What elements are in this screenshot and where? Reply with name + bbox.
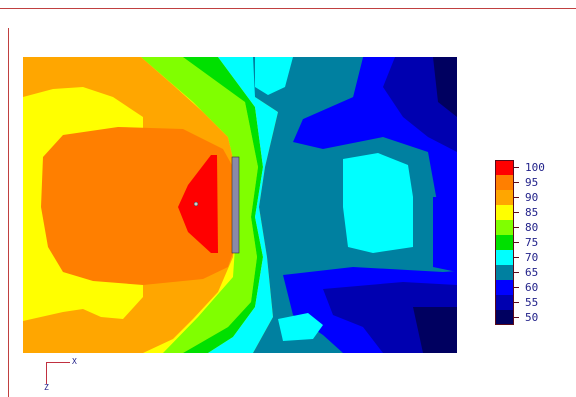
x-axis-line xyxy=(46,362,70,363)
legend-label: 70 xyxy=(525,251,539,264)
x-axis-label: X xyxy=(72,357,77,366)
legend-swatch-95 xyxy=(495,175,514,190)
axis-triad: X Z xyxy=(40,352,80,392)
legend-tick xyxy=(514,242,519,243)
legend-frame xyxy=(495,160,514,325)
legend-tick xyxy=(514,317,519,318)
legend-swatch-50 xyxy=(495,310,514,325)
legend-tick xyxy=(514,227,519,228)
color-legend: 100 95 90 85 80 75 70 65 60 55 50 xyxy=(495,160,555,330)
top-rule xyxy=(0,8,576,9)
legend-swatch-75 xyxy=(495,235,514,250)
legend-swatch-100 xyxy=(495,160,514,175)
legend-label: 75 xyxy=(525,236,539,249)
band-80 xyxy=(141,57,258,353)
legend-swatch-65 xyxy=(495,265,514,280)
legend-swatch-60 xyxy=(495,280,514,295)
legend-swatch-80 xyxy=(495,220,514,235)
band-50-top xyxy=(433,57,457,117)
legend-swatch-55 xyxy=(495,295,514,310)
legend-label: 60 xyxy=(525,281,539,294)
legend-tick xyxy=(514,182,519,183)
legend-tick xyxy=(514,197,519,198)
band-50-bottom xyxy=(413,307,457,353)
legend-tick xyxy=(514,212,519,213)
band-70-top-patch xyxy=(255,57,293,95)
z-axis-line xyxy=(46,362,47,384)
legend-tick xyxy=(514,302,519,303)
legend-label: 80 xyxy=(525,221,539,234)
legend-label: 95 xyxy=(525,176,539,189)
band-95 xyxy=(41,127,235,285)
legend-tick xyxy=(514,287,519,288)
band-70-center xyxy=(343,153,413,253)
legend-tick xyxy=(514,272,519,273)
legend-swatch-90 xyxy=(495,190,514,205)
band-60-mid xyxy=(433,197,457,272)
legend-tick xyxy=(514,167,519,168)
legend-label: 65 xyxy=(525,266,539,279)
legend-swatch-70 xyxy=(495,250,514,265)
probe-point xyxy=(193,201,199,207)
legend-label: 90 xyxy=(525,191,539,204)
band-70-bottom xyxy=(278,313,323,341)
legend-tick xyxy=(514,257,519,258)
z-axis-label: Z xyxy=(44,383,49,392)
band-70 xyxy=(208,57,278,353)
heater-rod xyxy=(231,156,240,254)
legend-label: 100 xyxy=(525,161,545,174)
legend-label: 55 xyxy=(525,296,539,309)
left-rule xyxy=(8,28,9,397)
legend-label: 85 xyxy=(525,206,539,219)
legend-label: 50 xyxy=(525,311,539,324)
legend-swatch-85 xyxy=(495,205,514,220)
contour-plot xyxy=(23,57,457,353)
